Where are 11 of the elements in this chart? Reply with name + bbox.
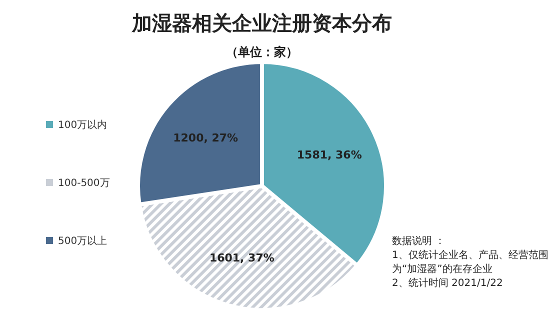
data-label: 1601, 37% [209,252,274,265]
text: 数据说明 ： [392,235,446,247]
text: 2、统计时间 2021/1/22 [392,277,503,289]
data-label: 1200, 27% [173,131,238,144]
text: 1、仅统计企业名、产品、经营范围为“加湿器”的在存企业 [392,249,548,275]
chart-title: 加湿器相关企业注册资本分布 [131,11,392,35]
legend-label: 100-500万 [58,178,110,189]
data-label: 1581, 36% [296,148,362,162]
chart-subtitle: （单位：家） [226,45,298,59]
legend-label: 100万以内 [58,119,108,131]
legend-label: 500万以上 [58,235,108,247]
